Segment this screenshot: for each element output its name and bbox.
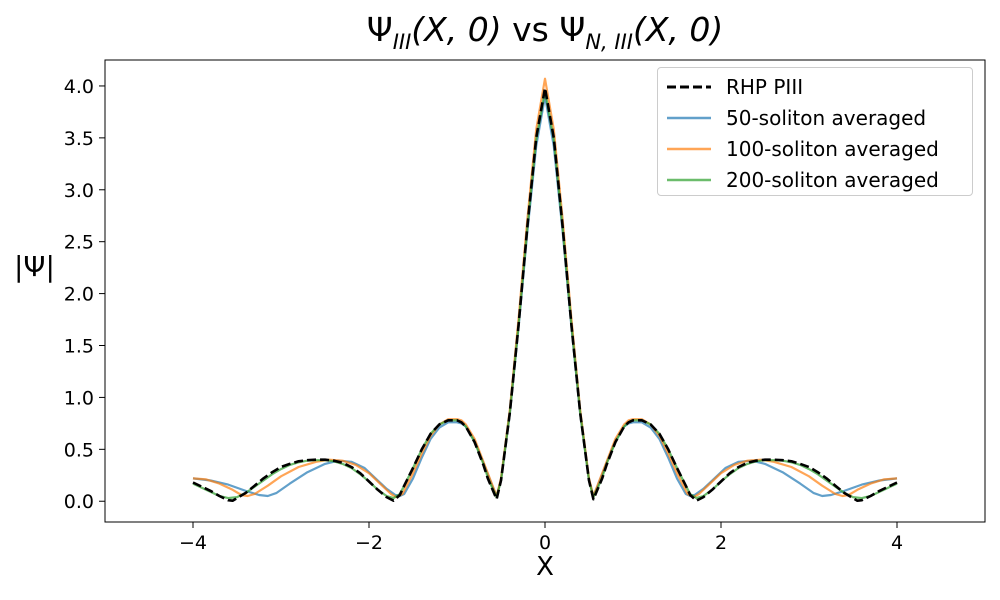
y-tick-label: 4.0: [64, 76, 94, 98]
y-tick-label: 0.5: [64, 439, 94, 461]
x-tick-label: 2: [715, 532, 727, 554]
series-line-2: [192, 77, 898, 499]
y-tick-label: 2.5: [64, 232, 94, 254]
legend-swatch-50-soliton: [667, 116, 711, 119]
x-tick-label: −4: [179, 532, 207, 554]
x-tick-label: 4: [891, 532, 903, 554]
legend-label: 50-soliton averaged: [726, 105, 927, 130]
chart-title: ΨIII(X, 0) vs ΨN, III(X, 0): [366, 10, 724, 54]
x-tick-label: 0: [539, 532, 551, 554]
legend-item-50-soliton: 50-soliton averaged: [666, 102, 964, 133]
legend-item-rhp-piii: RHP PIII: [666, 71, 964, 102]
y-tick-label: 2.0: [64, 284, 94, 306]
y-tick-label: 1.5: [64, 336, 94, 358]
legend: RHP PIII 50-soliton averaged 100-soliton…: [657, 67, 973, 196]
legend-item-200-soliton: 200-soliton averaged: [666, 164, 964, 195]
legend-item-100-soliton: 100-soliton averaged: [666, 133, 964, 164]
legend-swatch-rhp-piii: [667, 85, 711, 88]
y-tick-label: 3.0: [64, 180, 94, 202]
legend-swatch-200-soliton: [667, 178, 711, 181]
legend-label: 200-soliton averaged: [726, 167, 939, 192]
legend-label: RHP PIII: [726, 74, 804, 99]
y-axis-label: |Ψ|: [14, 250, 55, 283]
y-tick-label: 3.5: [64, 128, 94, 150]
y-tick-label: 1.0: [64, 387, 94, 409]
x-axis-label: X: [536, 552, 554, 582]
x-tick-label: −2: [355, 532, 383, 554]
legend-swatch-100-soliton: [667, 147, 711, 150]
legend-label: 100-soliton averaged: [726, 136, 939, 161]
y-tick-label: 0.0: [64, 491, 94, 513]
plot-frame: [104, 59, 986, 523]
